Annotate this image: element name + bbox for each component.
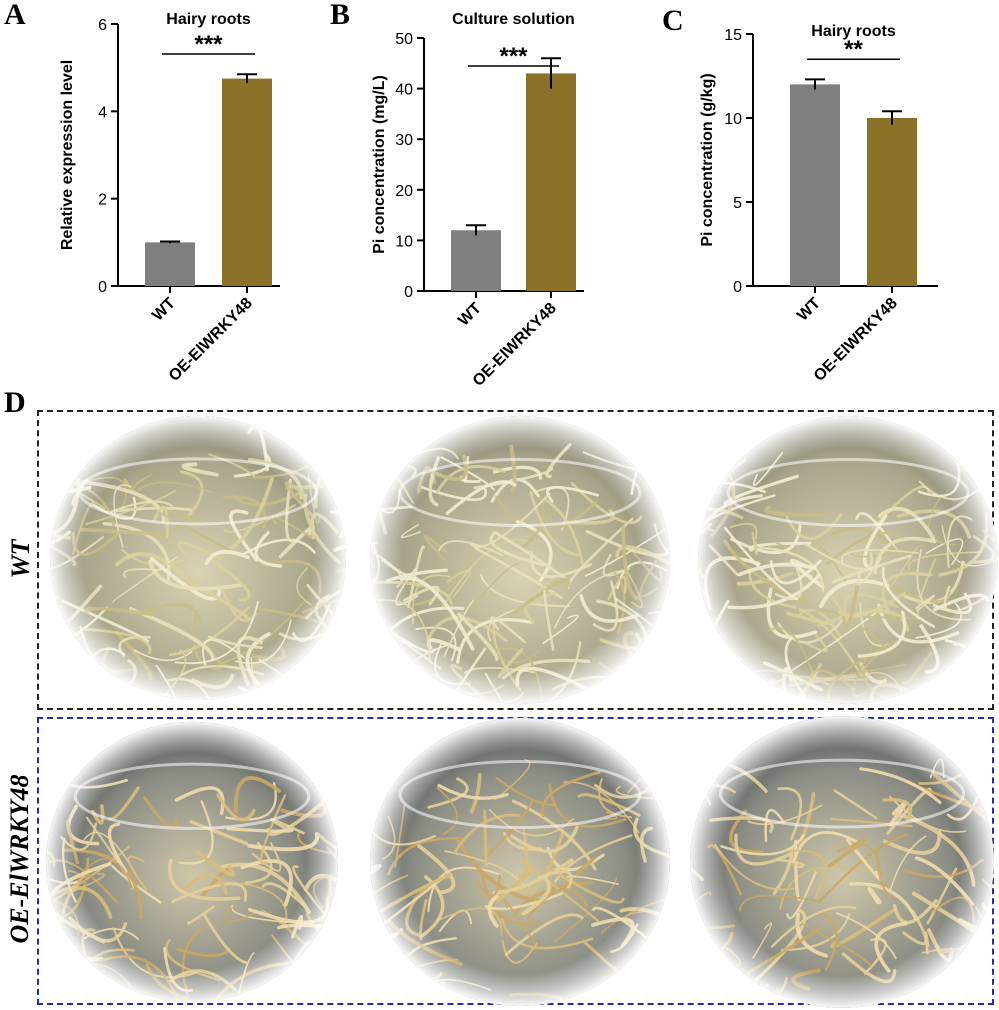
y-tick-label: 0 [733,279,742,296]
y-tick-label: 50 [395,31,413,48]
significance-stars: *** [194,31,223,58]
y-tick-label: 4 [98,104,107,121]
y-tick-label: 2 [98,192,107,209]
bar-wt [145,242,195,286]
panel-letter-b: B [330,0,351,31]
y-tick-label: 6 [98,17,107,34]
y-tick-label: 5 [733,195,742,212]
chart-b: Culture solution Pi concentration (mg/L) 0… [371,11,584,390]
y-tick-label: 0 [98,279,107,296]
chart-title: Hairy roots [811,23,896,40]
panel-letter-a: A [4,0,26,31]
bar-oe [526,73,576,291]
oe-photo-1 [46,721,338,1003]
bar-oe [867,118,917,286]
significance-stars: *** [499,43,528,70]
bar-oe [222,78,272,286]
bar-wt [790,84,840,287]
chart-c: Hairy roots Pi concentration (g/kg) 0 5 10 15… [699,23,938,385]
y-tick-label: 20 [395,183,413,200]
y-tick-label: 10 [395,233,413,250]
y-axis-label: Pi concentration (g/kg) [699,73,716,246]
y-axis-label: Pi concentration (mg/L) [371,75,388,254]
chart-title: Hairy roots [166,11,251,28]
chart-title: Culture solution [452,11,575,28]
chart-a: Hairy roots Relative expression level 0 2 4 6… [59,11,280,385]
oe-photo-2 [370,718,670,1006]
wt-photo-1 [50,415,346,701]
panel-letter-d: D [4,386,26,419]
wt-photo-2 [370,416,670,704]
y-tick-label: 0 [404,284,413,301]
y-tick-label: 40 [395,82,413,99]
y-tick-label: 15 [724,27,742,44]
significance-stars: ** [844,36,863,63]
y-axis-label: Relative expression level [59,60,76,250]
bar-wt [451,230,501,291]
oe-photo-3 [690,716,994,1008]
y-tick-label: 10 [724,111,742,128]
wt-photo-3 [698,416,998,704]
panel-letter-c: C [662,4,684,37]
y-tick-label: 30 [395,132,413,149]
